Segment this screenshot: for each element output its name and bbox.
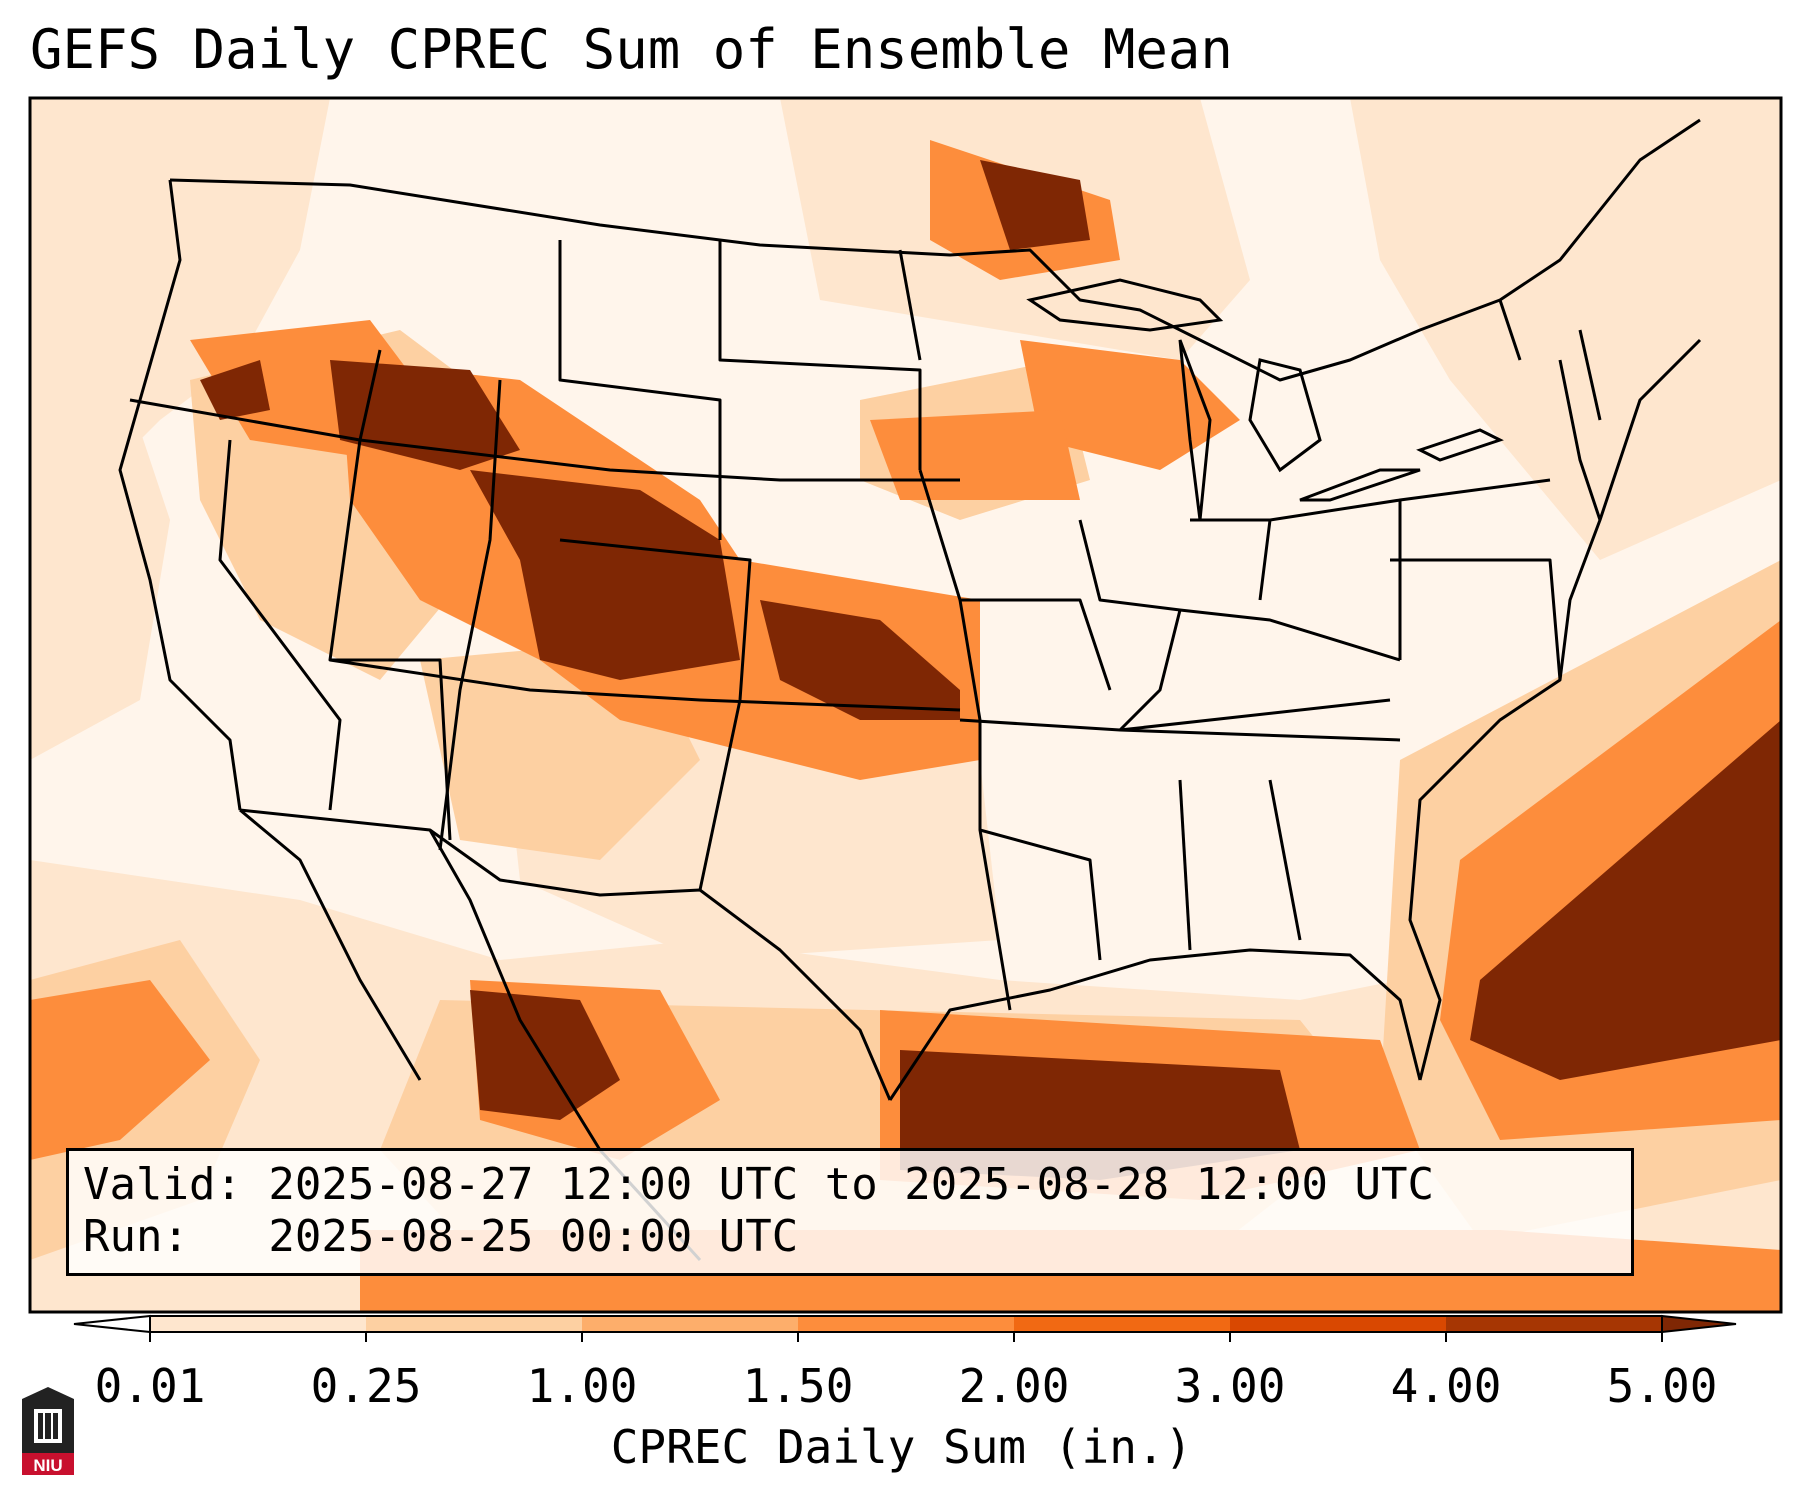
colorbar-tick-label: 3.00 <box>1174 1359 1286 1413</box>
west-coast <box>118 179 242 811</box>
great-lakes <box>1026 278 1504 521</box>
chart-title: GEFS Daily CPREC Sum of Ensemble Mean <box>30 18 1233 81</box>
colorbar-tick-label: 1.50 <box>742 1359 854 1413</box>
colorbar-extend-low <box>73 1314 151 1334</box>
colorbar <box>73 1314 1737 1342</box>
colorbar-tick-label: 0.25 <box>310 1359 422 1413</box>
colorbar-frame <box>149 1315 1663 1333</box>
info-box: Valid: 2025-08-27 12:00 UTC to 2025-08-2… <box>66 1148 1634 1276</box>
colorbar-tick-label: 1.00 <box>526 1359 638 1413</box>
gulf-coast <box>888 948 1422 1101</box>
colorbar-segment <box>1230 1316 1447 1332</box>
niu-logo: NIU <box>22 1387 74 1475</box>
us-canada-border <box>169 118 1701 382</box>
svg-text:NIU: NIU <box>33 1456 62 1475</box>
colorbar-segment <box>150 1316 367 1332</box>
colorbar-tick-label: 5.00 <box>1606 1359 1718 1413</box>
colorbar-segment <box>366 1316 583 1332</box>
colorbar-tick-label: 2.00 <box>958 1359 1070 1413</box>
valid-time-line: Valid: 2025-08-27 12:00 UTC to 2025-08-2… <box>83 1159 1435 1210</box>
map-boundaries <box>118 118 1702 1262</box>
colorbar-segment <box>582 1316 799 1332</box>
colorbar-segment <box>1446 1316 1663 1332</box>
colorbar-tick-label: 0.01 <box>94 1359 206 1413</box>
colorbar-tick-label: 4.00 <box>1390 1359 1502 1413</box>
map-frame <box>28 96 1783 1314</box>
colorbar-label: CPREC Daily Sum (in.) <box>610 1420 1193 1474</box>
run-time-line: Run: 2025-08-25 00:00 UTC <box>83 1211 799 1262</box>
colorbar-segment <box>798 1316 1015 1332</box>
colorbar-segment <box>1014 1316 1231 1332</box>
colorbar-extend-high <box>1661 1314 1737 1334</box>
baja-coast <box>239 808 422 1081</box>
